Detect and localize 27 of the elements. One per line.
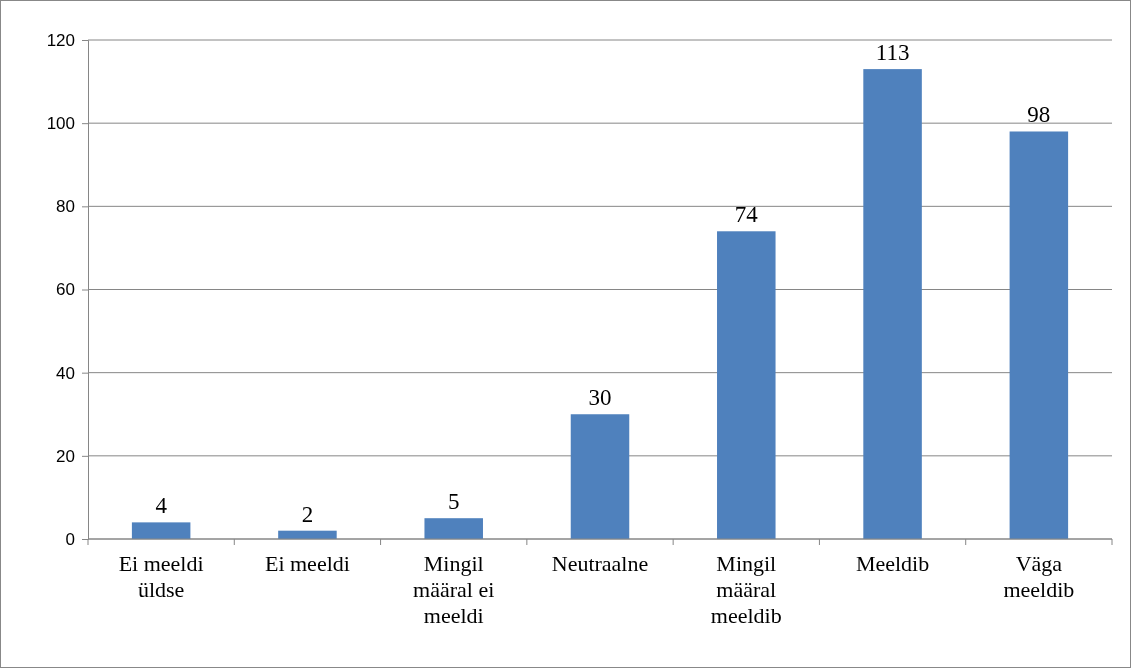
data-label: 74 <box>734 202 759 228</box>
x-tick-label: Mingil määral meeldib <box>710 551 782 628</box>
y-tick-label: 80 <box>56 197 75 217</box>
x-tick-label: Neutraalne <box>551 551 649 576</box>
x-tick-label: Meeldib <box>855 551 930 576</box>
data-label: 2 <box>301 501 314 527</box>
bar <box>570 414 630 539</box>
bar <box>424 518 483 539</box>
bar <box>863 69 922 539</box>
x-tick-label: Ei meeldi <box>264 551 350 576</box>
bar <box>1009 131 1069 539</box>
y-tick-label: 120 <box>46 30 75 50</box>
y-tick-label: 20 <box>56 446 75 466</box>
data-label: 5 <box>447 489 460 515</box>
data-label: 113 <box>875 40 910 66</box>
x-tick-label: Mingil määral ei meeldi <box>413 551 495 628</box>
bar <box>717 231 776 539</box>
x-tick-label: Väga meeldib <box>1003 551 1075 602</box>
bar <box>131 522 191 539</box>
y-tick-label: 0 <box>65 529 75 549</box>
data-label: 30 <box>588 385 612 411</box>
y-tick-label: 100 <box>46 114 75 134</box>
data-label: 4 <box>155 493 168 519</box>
y-tick-label: 60 <box>56 280 75 300</box>
x-tick-label: Ei meeldi üldse <box>118 551 204 602</box>
data-label: 98 <box>1027 102 1051 128</box>
y-tick-label: 40 <box>56 363 75 383</box>
